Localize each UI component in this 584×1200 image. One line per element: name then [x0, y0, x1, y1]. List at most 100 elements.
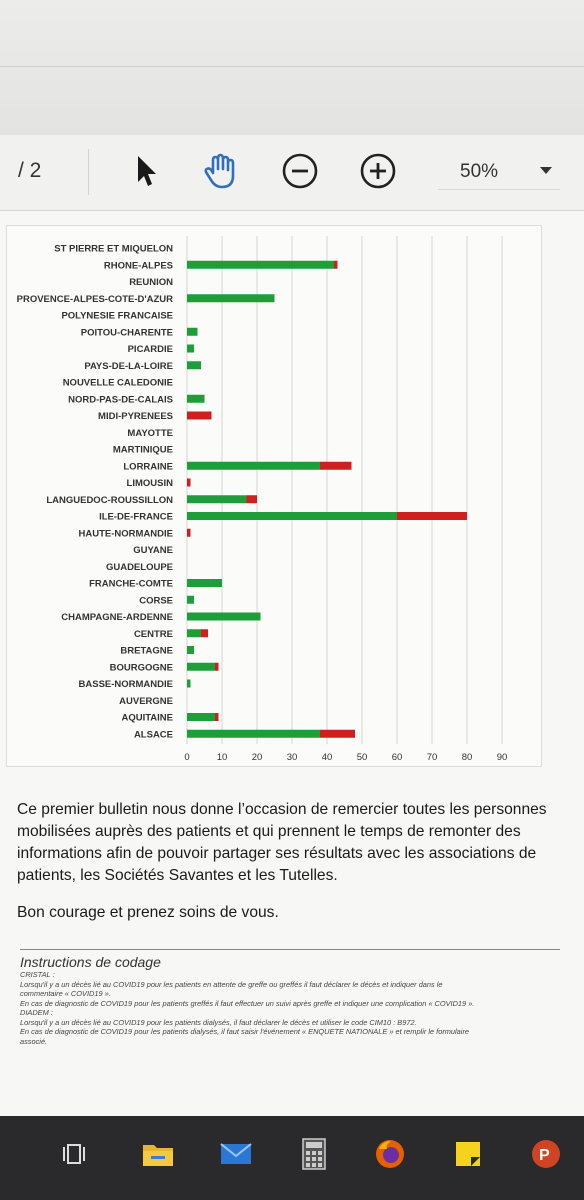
- category-label: HAUTE-NORMANDIE: [79, 528, 173, 539]
- category-label: GUADELOUPE: [106, 562, 173, 573]
- body-paragraph-2: Bon courage et prenez soins de vous.: [17, 904, 279, 921]
- category-label: AQUITAINE: [121, 713, 173, 724]
- category-label: CENTRE: [134, 629, 173, 640]
- category-label: RHONE-ALPES: [104, 260, 173, 271]
- bar-dialyse: [187, 394, 205, 403]
- bar-dialyse: [187, 713, 215, 721]
- zoom-select[interactable]: 50%: [438, 153, 560, 190]
- body-paragraph-1: Ce premier bulletin nous donne l’occasio…: [17, 801, 547, 884]
- chart-container: 0 10 20 30 40 50 60 70 80 90 ST PIERRE ET MIQUELON…: [6, 225, 542, 767]
- divider: [0, 66, 584, 67]
- bar-greffe: [215, 713, 219, 721]
- bar-dialyse: [187, 595, 194, 604]
- x-tick-label: 60: [392, 752, 403, 763]
- bar-dialyse: [187, 344, 194, 353]
- page-indicator[interactable]: / 2: [18, 159, 42, 182]
- bar-dialyse: [187, 361, 201, 370]
- document-page: 0 10 20 30 40 50 60 70 80 90 ST PIERRE ET MIQUELON…: [0, 211, 584, 1116]
- zoom-in-button[interactable]: [356, 149, 400, 193]
- bar-greffe: [397, 512, 467, 520]
- bar-dialyse: [187, 294, 275, 303]
- task-view-icon[interactable]: [56, 1136, 92, 1172]
- zoom-in-icon: [360, 153, 396, 189]
- powerpoint-letter: P: [539, 1147, 550, 1164]
- zoom-out-button[interactable]: [278, 149, 322, 193]
- bar-greffe: [320, 729, 355, 738]
- toolbar-separator: [88, 149, 89, 195]
- select-tool-button[interactable]: [124, 149, 168, 193]
- firefox-icon[interactable]: [372, 1136, 408, 1172]
- bar-chart: 0 10 20 30 40 50 60 70 80 90 ST PIERRE ET MIQUELON…: [17, 236, 508, 763]
- category-label: PAYS-DE-LA-LOIRE: [84, 361, 173, 372]
- instruction-line: associé.: [20, 1036, 48, 1046]
- category-label: ALSACE: [134, 729, 173, 740]
- bar-dialyse: [187, 662, 215, 671]
- instruction-line: En cas de diagnostic de COVID19 pour les…: [20, 998, 475, 1008]
- category-label: LIMOUSIN: [127, 478, 174, 489]
- x-tick-label: 90: [497, 752, 508, 763]
- category-label: BASSE-NORMANDIE: [79, 679, 173, 690]
- category-label: POLYNESIE FRANCAISE: [61, 311, 173, 322]
- x-tick-label: 70: [427, 752, 438, 763]
- x-tick-label: 80: [462, 752, 473, 763]
- x-tick-label: 30: [287, 752, 298, 763]
- instruction-line: DIADEM :: [20, 1008, 53, 1017]
- instruction-line: commentaire « COVID19 ».: [20, 989, 111, 998]
- bar-greffe: [201, 629, 208, 638]
- coding-instructions: Instructions de codage CRISTAL : Lorsqu'…: [20, 949, 560, 1046]
- category-label: BRETAGNE: [120, 646, 173, 657]
- category-label: ILE-DE-FRANCE: [99, 512, 173, 523]
- bar-dialyse: [187, 327, 198, 336]
- bar-dialyse: [187, 461, 320, 470]
- zoom-out-icon: [282, 153, 318, 189]
- pointer-icon: [138, 156, 156, 186]
- bar-dialyse: [187, 495, 247, 504]
- bar-dialyse: [187, 629, 201, 638]
- category-label: CHAMPAGNE-ARDENNE: [61, 612, 173, 623]
- instruction-line: Lorsqu'il y a un décès lié au COVID19 po…: [20, 979, 443, 989]
- instructions-title: Instructions de codage: [20, 954, 161, 970]
- bar-greffe: [187, 411, 212, 420]
- category-label: NORD-PAS-DE-CALAIS: [68, 394, 173, 405]
- x-tick-label: 0: [184, 752, 189, 763]
- window-top-area: [0, 0, 584, 135]
- category-label: MARTINIQUE: [113, 445, 173, 456]
- bar-dialyse: [187, 260, 334, 269]
- taskbar: P: [0, 1116, 584, 1200]
- category-label: REUNION: [129, 277, 173, 288]
- category-label: BOURGOGNE: [110, 662, 173, 673]
- bar-dialyse: [187, 679, 191, 688]
- bar-greffe: [334, 260, 338, 269]
- category-label: POITOU-CHARENTE: [81, 327, 173, 338]
- x-tick-label: 10: [217, 752, 228, 763]
- category-label: PROVENCE-ALPES-COTE-D'AZUR: [17, 294, 174, 305]
- bar-dialyse: [187, 579, 222, 587]
- calculator-icon[interactable]: [296, 1136, 332, 1172]
- bar-greffe: [215, 662, 219, 671]
- chevron-down-icon[interactable]: [540, 167, 552, 174]
- category-label: ST PIERRE ET MIQUELON: [54, 244, 173, 255]
- powerpoint-icon[interactable]: P: [528, 1136, 564, 1172]
- bar-dialyse: [187, 612, 261, 621]
- category-label: FRANCHE-COMTE: [89, 579, 173, 590]
- sticky-notes-icon[interactable]: [450, 1136, 486, 1172]
- bar-greffe: [246, 495, 257, 504]
- bar-greffe: [187, 528, 191, 537]
- mail-icon[interactable]: [218, 1136, 254, 1172]
- zoom-value: 50%: [460, 161, 499, 182]
- hand-icon: [204, 153, 235, 189]
- file-explorer-icon[interactable]: [140, 1136, 176, 1172]
- pdf-toolbar: / 2 50%: [0, 135, 584, 211]
- x-tick-label: 50: [357, 752, 368, 763]
- bar-greffe: [320, 461, 352, 470]
- category-label: GUYANE: [133, 545, 173, 556]
- zoom-underline: [438, 189, 560, 190]
- x-tick-label: 20: [252, 752, 263, 763]
- category-label: CORSE: [139, 595, 173, 606]
- instruction-line: CRISTAL :: [20, 970, 55, 979]
- category-label: NOUVELLE CALEDONIE: [63, 378, 173, 389]
- bar-dialyse: [187, 512, 397, 520]
- bar-dialyse: [187, 646, 194, 654]
- category-label: LORRAINE: [123, 461, 173, 472]
- hand-tool-button[interactable]: [200, 149, 244, 193]
